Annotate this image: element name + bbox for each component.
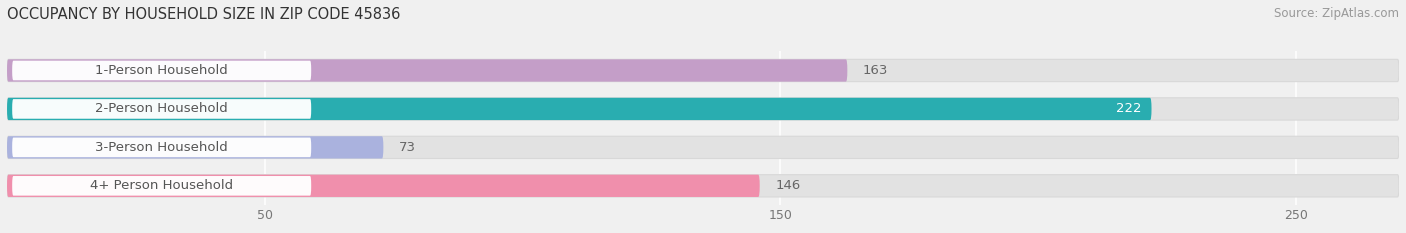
Text: 73: 73	[399, 141, 416, 154]
FancyBboxPatch shape	[13, 176, 311, 196]
FancyBboxPatch shape	[7, 136, 384, 158]
Text: Source: ZipAtlas.com: Source: ZipAtlas.com	[1274, 7, 1399, 20]
FancyBboxPatch shape	[7, 59, 848, 82]
FancyBboxPatch shape	[7, 59, 1399, 82]
FancyBboxPatch shape	[13, 137, 311, 157]
Text: 222: 222	[1116, 103, 1142, 115]
Text: 4+ Person Household: 4+ Person Household	[90, 179, 233, 192]
Text: 146: 146	[775, 179, 800, 192]
Text: 1-Person Household: 1-Person Household	[96, 64, 228, 77]
Text: 2-Person Household: 2-Person Household	[96, 103, 228, 115]
FancyBboxPatch shape	[7, 98, 1152, 120]
Text: 163: 163	[863, 64, 889, 77]
Text: OCCUPANCY BY HOUSEHOLD SIZE IN ZIP CODE 45836: OCCUPANCY BY HOUSEHOLD SIZE IN ZIP CODE …	[7, 7, 401, 22]
Text: 3-Person Household: 3-Person Household	[96, 141, 228, 154]
FancyBboxPatch shape	[7, 175, 759, 197]
FancyBboxPatch shape	[7, 175, 1399, 197]
FancyBboxPatch shape	[7, 136, 1399, 158]
FancyBboxPatch shape	[13, 61, 311, 80]
FancyBboxPatch shape	[7, 98, 1399, 120]
FancyBboxPatch shape	[13, 99, 311, 119]
